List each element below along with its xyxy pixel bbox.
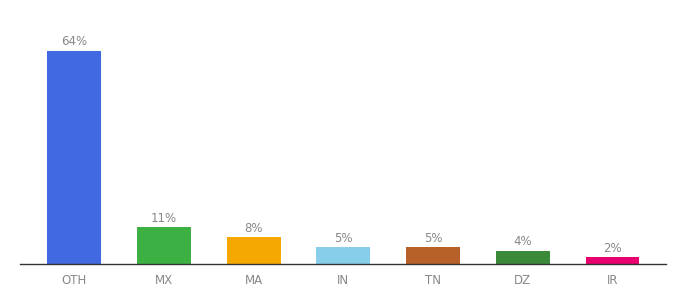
Text: 5%: 5% (334, 232, 353, 245)
Bar (585, 257, 639, 264)
Bar (496, 251, 549, 264)
Bar (226, 237, 281, 264)
Text: 64%: 64% (61, 35, 87, 48)
Text: 8%: 8% (244, 222, 263, 235)
Text: 11%: 11% (151, 212, 177, 225)
Text: 5%: 5% (424, 232, 443, 245)
Bar (137, 227, 191, 264)
Text: 4%: 4% (513, 235, 532, 248)
Bar (316, 247, 371, 264)
Text: 2%: 2% (603, 242, 622, 255)
Bar (406, 247, 460, 264)
Bar (48, 51, 101, 264)
